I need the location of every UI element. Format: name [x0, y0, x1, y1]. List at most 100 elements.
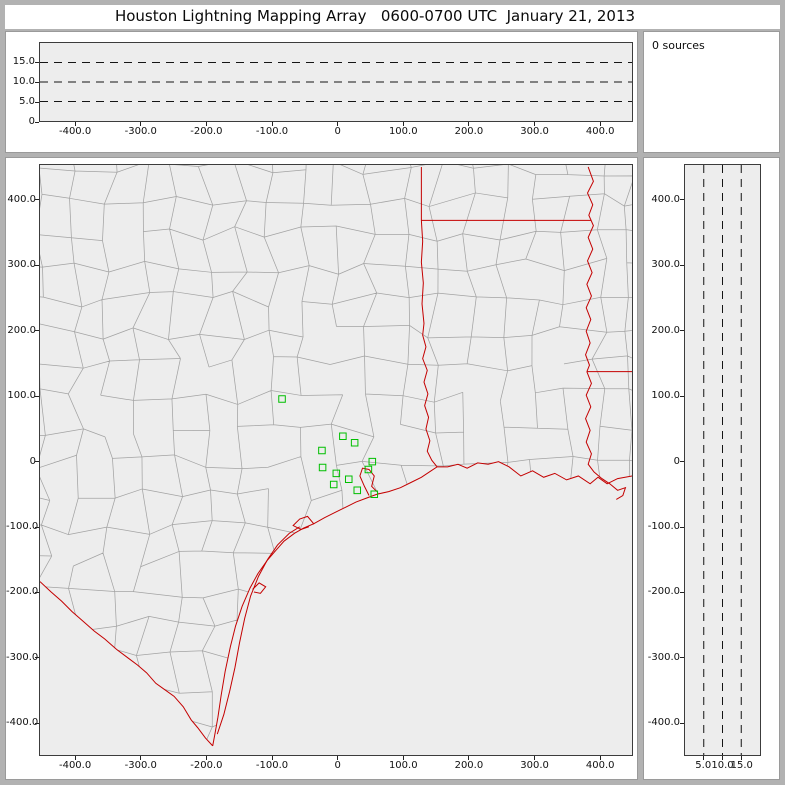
- y-tickmark: [680, 722, 684, 724]
- x-tick-label: -200.0: [190, 760, 223, 771]
- y-tickmark: [35, 61, 39, 63]
- y-tickmark: [35, 330, 39, 332]
- x-tick-label: 400.0: [585, 760, 615, 771]
- y-tick-label: 5.0: [19, 96, 35, 107]
- county-boundaries-layer: [40, 165, 632, 755]
- x-tick-label: 15.0: [730, 760, 753, 771]
- station-marker: [345, 476, 352, 483]
- station-marker: [319, 464, 326, 471]
- boundary-tx_la_border_sabine: [421, 167, 437, 467]
- y-tickmark: [35, 395, 39, 397]
- x-tickmark: [468, 756, 470, 760]
- y-tick-label: -300.0: [647, 651, 680, 663]
- y-tickmark: [680, 591, 684, 593]
- y-tickmark: [35, 591, 39, 593]
- y-tick-label: -100.0: [647, 521, 680, 533]
- y-tickmark: [680, 395, 684, 397]
- plot-area-ew-altitude[interactable]: [39, 42, 633, 122]
- x-tick-label: -200.0: [190, 126, 223, 137]
- boundary-galveston_bay: [360, 468, 377, 495]
- y-tickmark: [35, 264, 39, 266]
- y-tickmark: [680, 657, 684, 659]
- x-tick-label: 400.0: [585, 126, 615, 137]
- boundary-mississippi_river_south: [586, 372, 626, 500]
- x-tickmark: [74, 756, 76, 760]
- x-tick-label: 5.0: [695, 760, 712, 771]
- x-tickmark: [205, 122, 207, 126]
- y-tick-label: -300.0: [6, 651, 39, 663]
- y-tick-label: 300.0: [651, 259, 680, 271]
- y-tick-label: -200.0: [6, 586, 39, 598]
- y-tickmark: [35, 199, 39, 201]
- x-tickmark: [271, 756, 273, 760]
- x-tickmark: [271, 122, 273, 126]
- x-tick-label: 300.0: [520, 760, 549, 771]
- y-tickmark: [680, 264, 684, 266]
- y-tick-label: -400.0: [647, 717, 680, 729]
- boundary-gulf_coast: [213, 462, 632, 746]
- x-tickmark: [337, 756, 339, 760]
- x-tick-label: -300.0: [124, 126, 157, 137]
- boundary-matagorda_bay: [293, 516, 314, 529]
- x-tickmark: [74, 122, 76, 126]
- y-tick-label: -100.0: [6, 521, 39, 533]
- lma-station-markers: [279, 396, 378, 498]
- y-tickmark: [35, 101, 39, 103]
- y-tickmark: [35, 461, 39, 463]
- station-marker: [330, 481, 337, 488]
- boundary-corpus_christi_bay: [253, 583, 266, 593]
- x-tick-label: 100.0: [388, 760, 418, 771]
- source-count-label: 0 sources: [652, 39, 705, 52]
- station-marker: [319, 447, 326, 454]
- boundary-mississippi_river_north: [586, 167, 594, 372]
- y-tick-label: 300.0: [7, 259, 36, 271]
- title-bar: Houston Lightning Mapping Array 0600-070…: [5, 5, 780, 29]
- y-tick-label: 100.0: [7, 390, 36, 402]
- y-tickmark: [680, 330, 684, 332]
- x-tick-label: -100.0: [255, 760, 289, 771]
- map-canvas: [40, 165, 632, 755]
- ew-altitude-canvas: [40, 43, 632, 121]
- x-tickmark: [702, 756, 704, 760]
- x-tick-label: -100.0: [255, 126, 289, 137]
- station-marker: [369, 458, 376, 465]
- panel-source-count: 0 sources: [643, 31, 780, 153]
- y-tick-label: 200.0: [7, 324, 36, 336]
- y-tick-label: 15.0: [12, 56, 35, 67]
- x-tickmark: [402, 756, 404, 760]
- x-tick-label: 100.0: [388, 126, 418, 137]
- station-marker: [371, 491, 378, 498]
- y-tickmark: [35, 657, 39, 659]
- y-tickmark: [680, 199, 684, 201]
- station-marker: [365, 466, 372, 473]
- x-tick-label: -300.0: [124, 760, 157, 771]
- y-tick-label: 200.0: [651, 324, 680, 336]
- y-tick-label: 10.0: [12, 76, 35, 87]
- x-tickmark: [205, 756, 207, 760]
- y-tick-label: -200.0: [647, 586, 680, 598]
- station-marker: [333, 470, 340, 477]
- boundary-padre_island: [217, 527, 299, 734]
- x-tickmark: [140, 756, 142, 760]
- x-tick-label: 0: [334, 126, 341, 137]
- station-marker: [354, 487, 361, 494]
- x-tickmark: [468, 122, 470, 126]
- y-tickmark: [35, 81, 39, 83]
- y-tick-label: 0: [29, 455, 36, 467]
- plot-area-ns-altitude[interactable]: [684, 164, 761, 756]
- x-tick-label: 200.0: [454, 760, 484, 771]
- x-tick-label: 300.0: [520, 126, 549, 137]
- x-tickmark: [599, 122, 601, 126]
- x-tickmark: [741, 756, 743, 760]
- x-tickmark: [140, 122, 142, 126]
- y-tick-label: 0: [673, 455, 680, 467]
- plot-area-map[interactable]: [39, 164, 633, 756]
- y-tick-label: 400.0: [651, 193, 680, 205]
- x-tickmark: [337, 122, 339, 126]
- boundary-rio_grande: [40, 582, 213, 746]
- y-tick-label: 400.0: [7, 193, 36, 205]
- y-tickmark: [35, 722, 39, 724]
- y-tick-label: 100.0: [651, 390, 680, 402]
- y-tickmark: [680, 526, 684, 528]
